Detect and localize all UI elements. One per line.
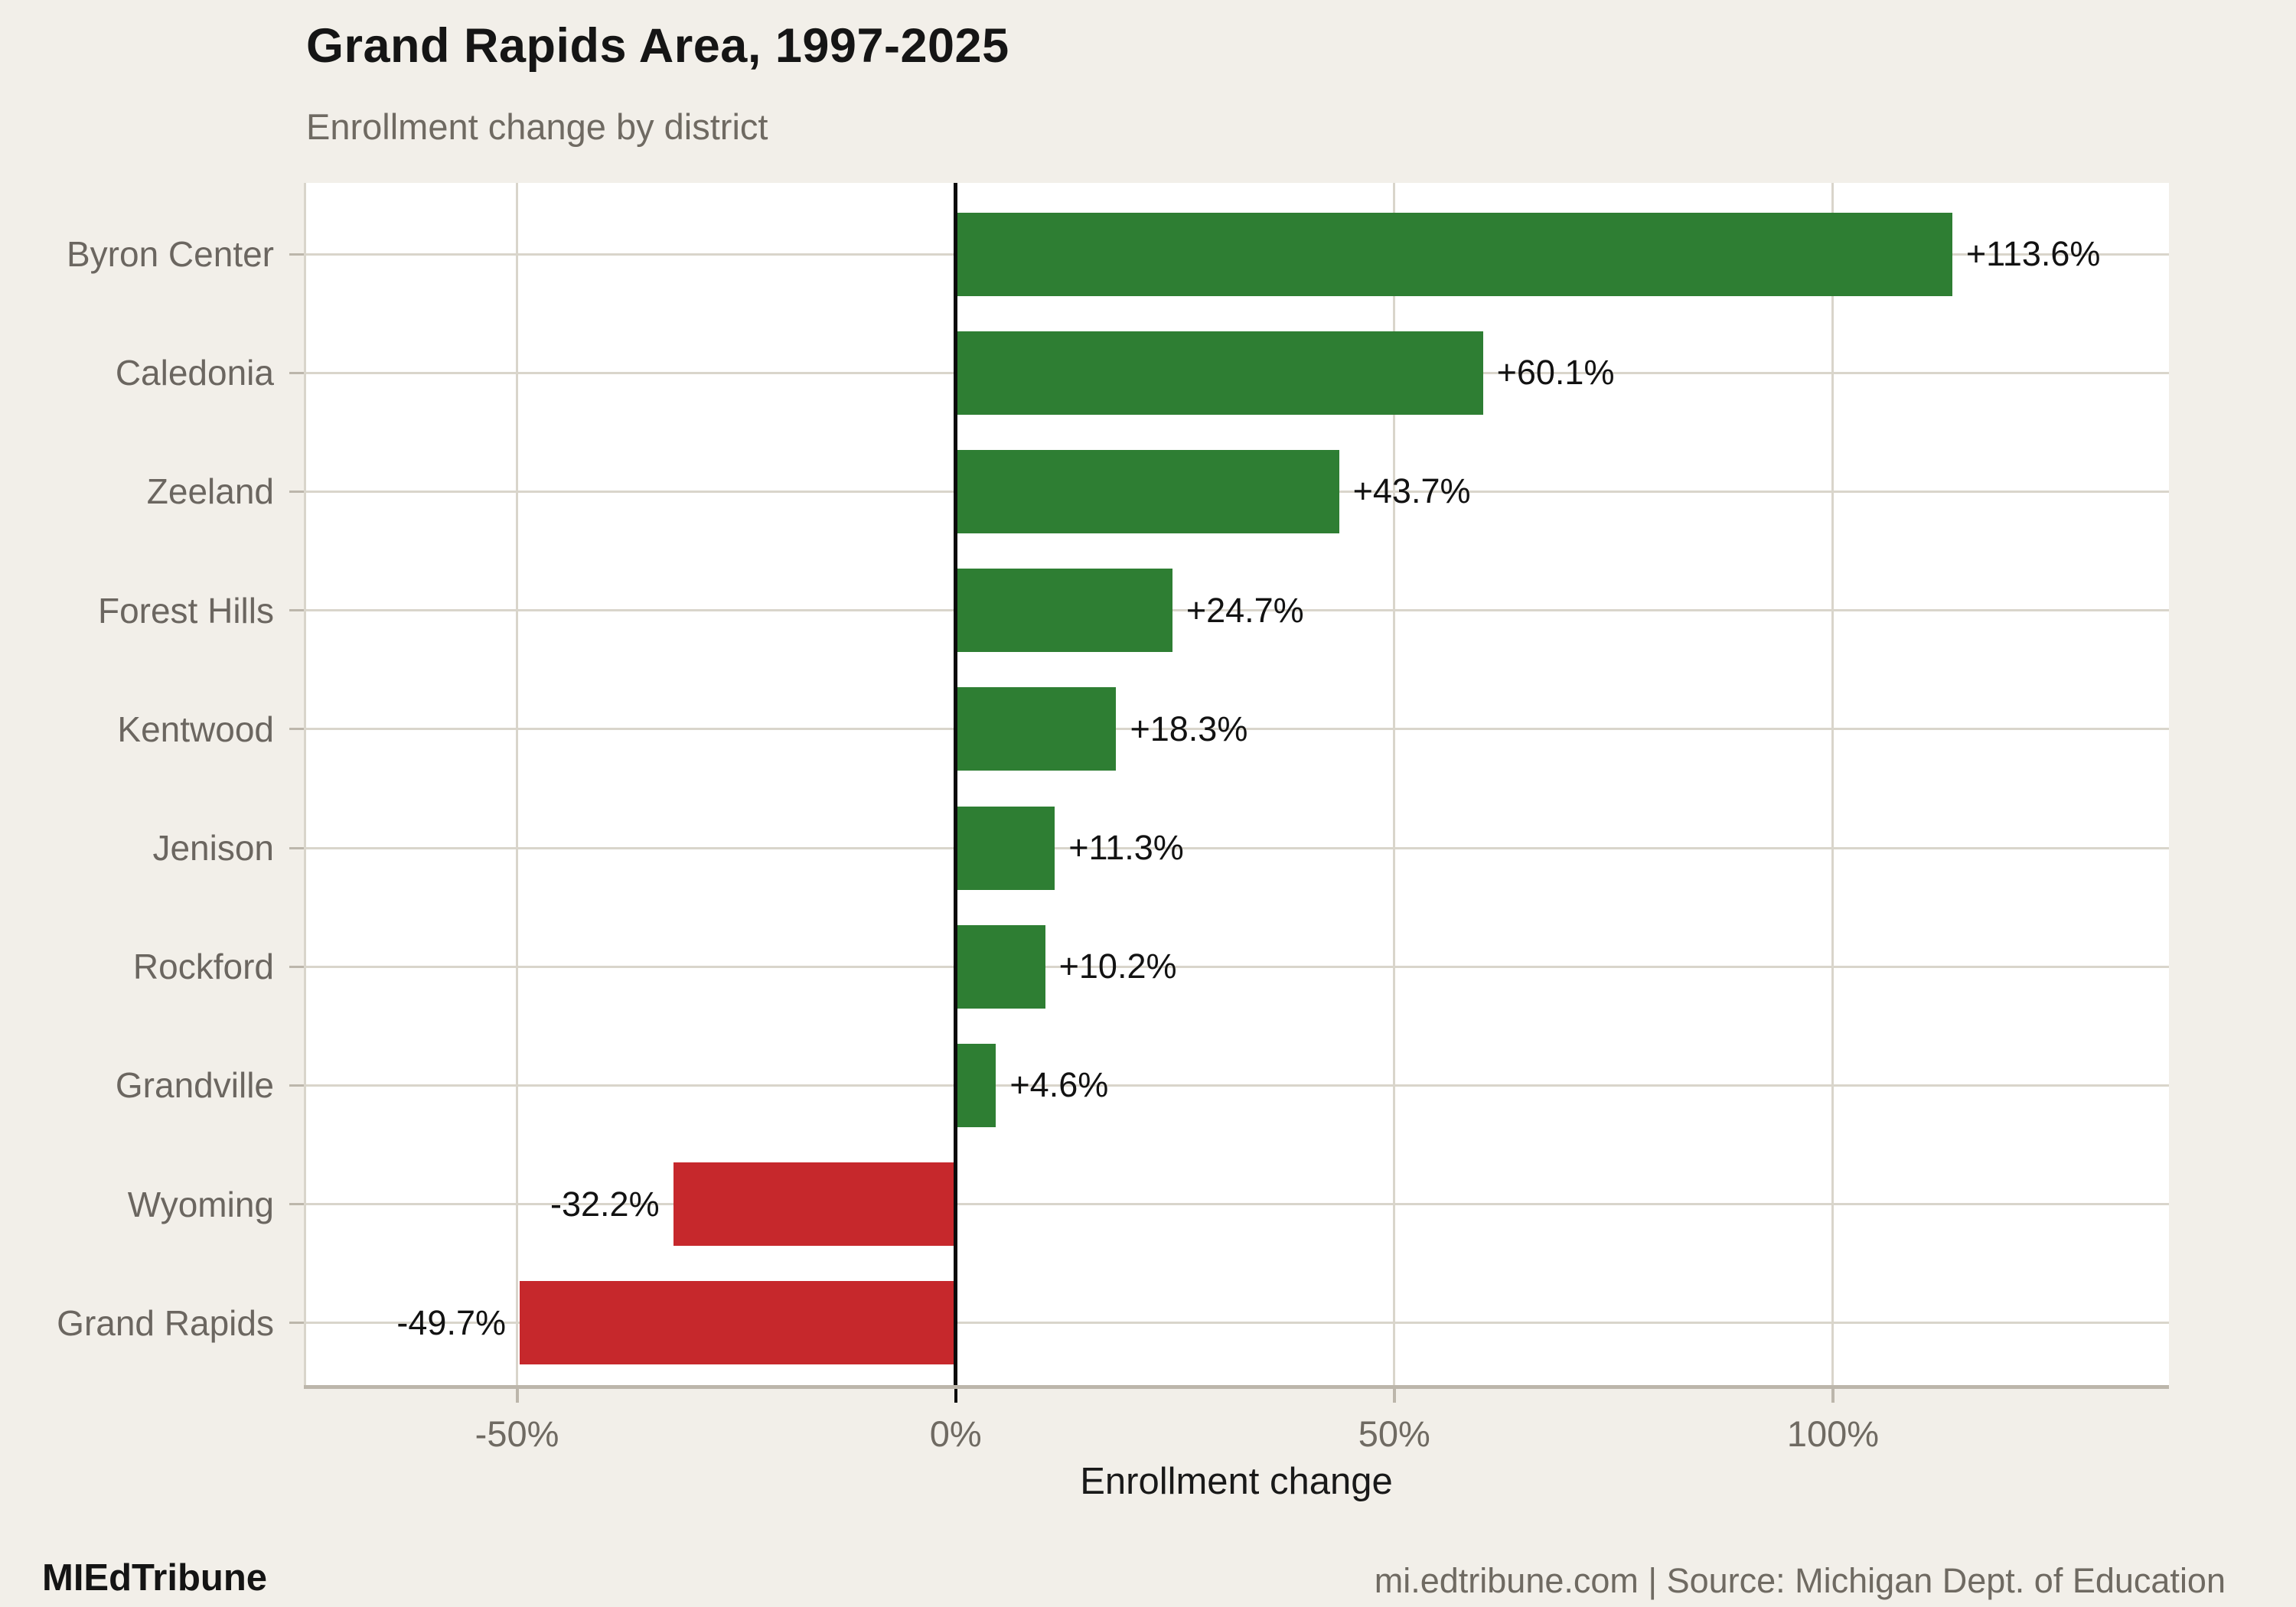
- x-axis-tick: [1831, 1389, 1835, 1403]
- bar-negative: [519, 1281, 956, 1365]
- y-axis-tick: [289, 846, 304, 849]
- bar-value-label: +43.7%: [1352, 471, 1471, 511]
- source-attribution: mi.edtribune.com | Source: Michigan Dept…: [1374, 1561, 2226, 1600]
- bar-value-label: +10.2%: [1058, 947, 1177, 986]
- bar-value-label: -32.2%: [550, 1184, 660, 1224]
- bar-value-label: +18.3%: [1130, 709, 1248, 748]
- vertical-gridline: [1831, 183, 1835, 1385]
- x-axis-line: [304, 1385, 2169, 1389]
- y-axis-tick: [289, 728, 304, 731]
- plot-left-border-line: [304, 183, 306, 1385]
- bar-value-label: -49.7%: [396, 1302, 506, 1342]
- bar-value-label: +4.6%: [1009, 1065, 1109, 1105]
- category-label: Forest Hills: [97, 590, 274, 631]
- bar-value-label: +11.3%: [1068, 828, 1184, 867]
- y-axis-tick: [289, 1322, 304, 1325]
- horizontal-gridline: [304, 965, 2169, 968]
- horizontal-gridline: [304, 846, 2169, 849]
- x-axis-tick-label: 100%: [1786, 1413, 1880, 1454]
- zero-baseline: [954, 183, 958, 1385]
- horizontal-gridline: [304, 609, 2169, 612]
- bar-value-label: +24.7%: [1186, 590, 1304, 630]
- x-axis-tick-label: 0%: [929, 1413, 982, 1454]
- bar-positive: [955, 331, 1483, 415]
- y-axis-tick: [289, 1084, 304, 1087]
- category-label: Zeeland: [146, 471, 274, 512]
- y-axis-tick: [289, 965, 304, 968]
- category-label: Grand Rapids: [57, 1302, 274, 1343]
- y-axis-tick: [289, 609, 304, 612]
- y-axis-tick: [289, 490, 304, 493]
- horizontal-gridline: [304, 1084, 2169, 1087]
- category-label: Rockford: [132, 947, 274, 987]
- plot-area: +113.6% +60.1% +43.7% +24.7% +18.3% +11.3% +10…: [304, 183, 2169, 1385]
- y-axis-tick: [289, 253, 304, 256]
- category-label: Caledonia: [115, 353, 274, 393]
- x-axis-tick: [1392, 1389, 1396, 1403]
- category-label: Jenison: [152, 828, 274, 868]
- category-label: Byron Center: [66, 234, 274, 274]
- x-axis-tick: [515, 1389, 519, 1403]
- x-axis-tick-label: -50%: [475, 1413, 559, 1454]
- y-axis-tick: [289, 371, 304, 374]
- x-axis-title: Enrollment change: [1080, 1461, 1393, 1502]
- category-label: Kentwood: [117, 709, 274, 749]
- y-axis-tick: [289, 1203, 304, 1206]
- bar-positive: [955, 569, 1172, 653]
- bar-positive: [955, 1043, 996, 1127]
- horizontal-gridline: [304, 728, 2169, 731]
- bar-value-label: +113.6%: [1965, 234, 2101, 273]
- horizontal-gridline: [304, 1203, 2169, 1206]
- category-label: Grandville: [115, 1065, 274, 1106]
- bar-value-label: +60.1%: [1496, 353, 1615, 393]
- bar-negative: [673, 1162, 956, 1247]
- bar-positive: [955, 806, 1055, 890]
- chart-subtitle: Enrollment change by district: [306, 106, 768, 147]
- chart-title: Grand Rapids Area, 1997-2025: [306, 19, 1009, 73]
- horizontal-gridline: [304, 1322, 2169, 1325]
- category-label: Wyoming: [127, 1184, 274, 1224]
- bar-positive: [955, 449, 1339, 533]
- bar-positive: [955, 924, 1045, 1009]
- bar-positive: [955, 687, 1117, 771]
- vertical-gridline: [1393, 183, 1396, 1385]
- brand-logo-text: MIEdTribune: [42, 1557, 267, 1599]
- vertical-gridline: [516, 183, 519, 1385]
- bar-positive: [955, 212, 1952, 296]
- x-axis-tick-label: 50%: [1358, 1413, 1430, 1454]
- x-axis-tick: [954, 1389, 957, 1403]
